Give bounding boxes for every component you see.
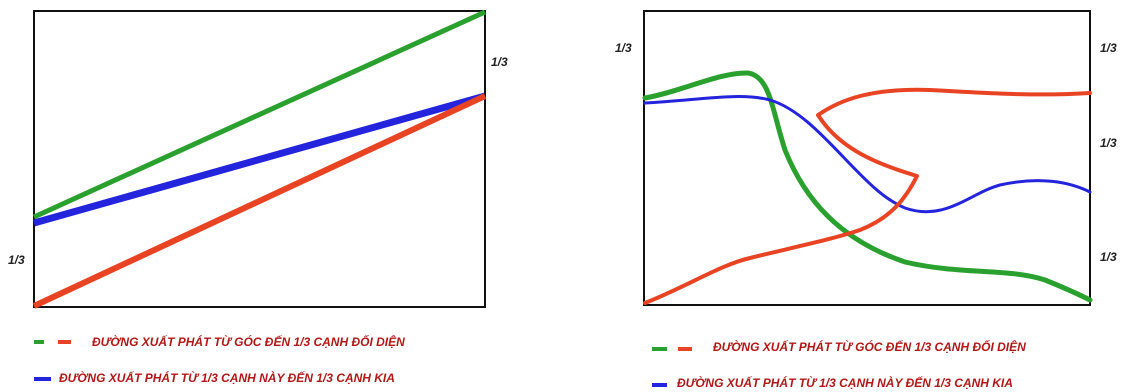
left-legend-edge-line-label: ĐƯỜNG XUẤT PHÁT TỪ 1/3 CẠNH NÀY ĐẾN 1/3 … bbox=[59, 371, 395, 385]
right-red-curve bbox=[643, 87, 1092, 305]
right-legend-green-swatch bbox=[652, 347, 667, 351]
right-legend-blue-swatch bbox=[652, 383, 667, 387]
left-tick-right-top: 1/3 bbox=[491, 55, 508, 69]
right-tick-left-top: 1/3 bbox=[615, 41, 632, 55]
right-tick-right-3: 1/3 bbox=[1100, 250, 1117, 264]
left-green-line bbox=[32, 9, 487, 220]
left-legend-red-swatch bbox=[58, 340, 71, 344]
right-tick-right-2: 1/3 bbox=[1100, 136, 1117, 150]
left-legend-green-swatch bbox=[34, 340, 44, 344]
right-legend-red-swatch bbox=[678, 347, 692, 351]
left-tick-left-bottom: 1/3 bbox=[8, 253, 25, 267]
left-blue-line bbox=[33, 92, 486, 227]
left-legend-blue-swatch bbox=[34, 377, 51, 381]
left-legend-corner-line-label: ĐƯỜNG XUẤT PHÁT TỪ GÓC ĐẾN 1/3 CẠNH ĐỐI … bbox=[92, 335, 405, 349]
right-legend-corner-line-label: ĐƯỜNG XUẤT PHÁT TỪ GÓC ĐẾN 1/3 CẠNH ĐỐI … bbox=[713, 340, 1026, 354]
right-legend-edge-line-label: ĐƯỜNG XUẤT PHÁT TỪ 1/3 CẠNH NÀY ĐẾN 1/3 … bbox=[677, 376, 1013, 390]
right-blue-curve bbox=[643, 95, 1092, 214]
left-red-line bbox=[32, 93, 487, 309]
right-tick-right-1: 1/3 bbox=[1100, 41, 1117, 55]
right-green-curve bbox=[642, 70, 1093, 303]
